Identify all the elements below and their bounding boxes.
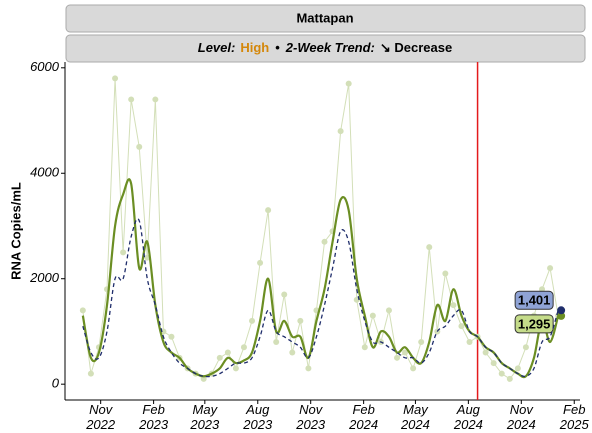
sample-point — [281, 291, 288, 298]
sample-point — [289, 349, 296, 356]
sample-point — [418, 338, 425, 345]
sample-point — [168, 333, 175, 340]
end-point — [557, 306, 566, 315]
x-tick-label: Nov 2022 — [86, 402, 116, 432]
level-label: Level: — [198, 40, 236, 55]
sample-point — [232, 365, 239, 372]
sample-point — [522, 344, 529, 351]
sample-point — [442, 270, 449, 277]
x-tick-label: Aug 2023 — [243, 402, 273, 432]
trend: ↘ Decrease — [380, 40, 452, 55]
sample-point — [466, 338, 473, 345]
separator: • — [275, 40, 280, 55]
sample-point — [200, 375, 207, 382]
sample-point — [79, 307, 86, 314]
sample-point — [265, 207, 272, 214]
sample-point — [297, 317, 304, 324]
sample-line — [82, 78, 559, 380]
sample-point — [402, 349, 409, 356]
x-tick-label: Feb 2024 — [349, 402, 379, 432]
sample-point — [426, 244, 433, 251]
sample-point — [216, 354, 223, 361]
sample-point — [128, 96, 135, 103]
end-label-box — [514, 314, 554, 334]
y-tick-label: 2000 — [29, 270, 60, 285]
x-tick-label: Feb 2023 — [139, 402, 169, 432]
sample-point — [506, 375, 513, 382]
y-tick-label: 6000 — [30, 59, 60, 74]
sample-point — [305, 365, 312, 372]
end-label: 1,295 — [518, 316, 551, 331]
sample-point — [539, 286, 546, 293]
end-point — [557, 311, 566, 320]
subtitle-strip — [65, 34, 586, 63]
sample-point — [249, 317, 256, 324]
sample-point — [369, 312, 376, 319]
chart-title: Mattapan — [296, 10, 353, 25]
title-strip — [65, 4, 586, 33]
end-label-box — [514, 290, 554, 310]
sample-point — [321, 238, 328, 245]
sample-point — [394, 354, 401, 361]
average-line — [82, 218, 559, 378]
sample-point — [240, 344, 247, 351]
level: High — [240, 40, 269, 55]
y-axis-label: RNA Copies/mL — [8, 182, 23, 280]
sample-point — [498, 370, 505, 377]
sample-point — [547, 265, 554, 272]
sample-point — [337, 128, 344, 135]
x-tick-label: Nov 2024 — [506, 402, 536, 432]
sample-point — [152, 96, 159, 103]
y-tick-label: 0 — [52, 376, 60, 391]
x-tick-label: Nov 2023 — [296, 402, 326, 432]
sample-point — [136, 143, 143, 150]
x-tick-label: Feb 2025 — [559, 402, 589, 432]
sample-point — [273, 338, 280, 345]
sample-point — [87, 370, 94, 377]
sample-point — [224, 349, 231, 356]
y-tick-label: 4000 — [30, 165, 60, 180]
sample-point — [514, 365, 521, 372]
sample-point — [410, 365, 417, 372]
sample-point — [361, 344, 368, 351]
x-tick-label: Aug 2024 — [453, 402, 483, 432]
sample-point — [490, 360, 497, 367]
trend-label: 2-Week Trend: — [285, 40, 375, 55]
sample-point — [450, 302, 457, 309]
sample-point — [120, 249, 127, 256]
end-label: 1,401 — [518, 293, 551, 308]
x-tick-label: May 2024 — [400, 402, 430, 432]
subtitle: Level: High • 2-Week Trend: ↘ Decrease — [198, 40, 452, 55]
x-tick-label: May 2023 — [190, 402, 220, 432]
sample-point — [257, 259, 264, 266]
sample-point — [112, 75, 119, 82]
sample-point — [345, 80, 352, 87]
sample-point — [385, 307, 392, 314]
sample-point — [482, 349, 489, 356]
sample-point — [458, 323, 465, 330]
